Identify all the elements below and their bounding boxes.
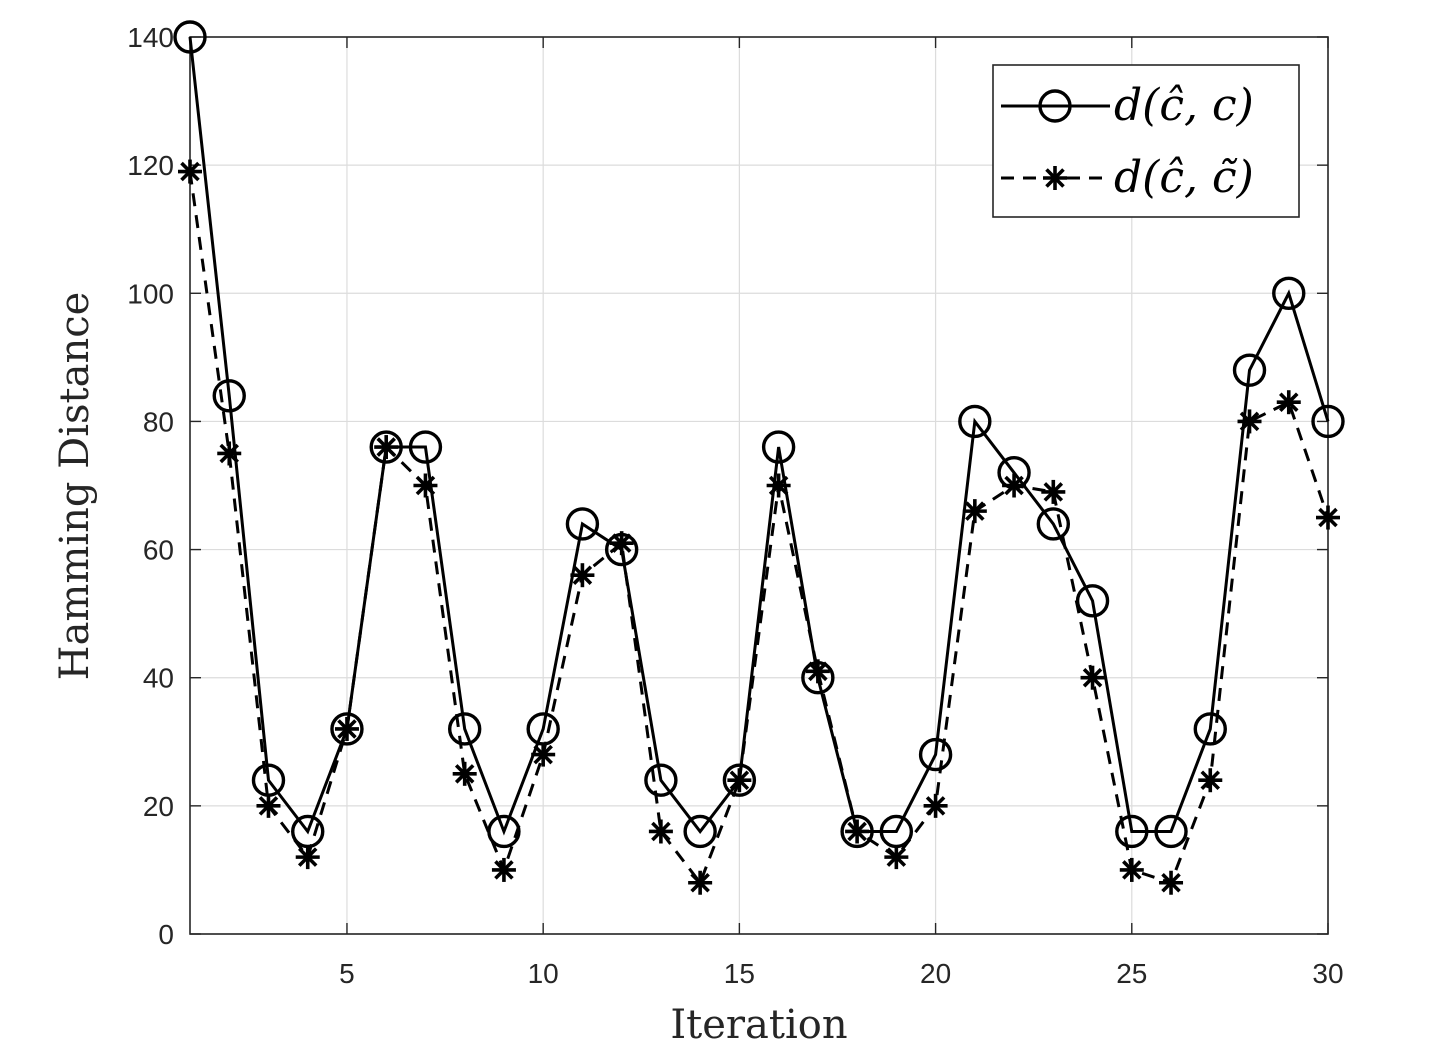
y-tick-label: 0 — [158, 919, 174, 950]
axis-ticks: 5 10 15 20 25 30 0 20 40 60 80 100 120 140 — [127, 22, 1343, 989]
series-2-point — [334, 716, 359, 741]
series-2-point — [452, 761, 477, 786]
legend-label-series-1: d(ĉ, c) — [1114, 80, 1254, 131]
series-1-point — [683, 814, 717, 849]
series-1-point — [761, 430, 796, 464]
series-2-point — [1002, 473, 1027, 498]
series-2-point — [1041, 479, 1066, 504]
y-tick-label: 60 — [143, 535, 174, 566]
series-2-point — [805, 659, 830, 684]
series-2-point — [884, 845, 909, 870]
series-1-point — [1193, 712, 1227, 746]
series-1-point — [1311, 404, 1345, 439]
series-1-point — [1115, 814, 1149, 849]
series-2-point — [845, 819, 870, 844]
y-tick-label: 100 — [127, 278, 174, 309]
series-1-point — [565, 507, 600, 541]
series-2-point — [1159, 870, 1184, 895]
series-2-point — [491, 857, 516, 882]
y-tick-label: 40 — [143, 663, 174, 694]
series-2-point — [570, 563, 595, 588]
series-2-point — [1119, 857, 1144, 882]
series-1-point — [1154, 814, 1188, 849]
series-2-point — [413, 473, 438, 498]
series-1-point — [487, 814, 521, 849]
series-2-point — [178, 159, 202, 184]
series-1-point — [447, 712, 482, 746]
series-1-point — [918, 737, 953, 772]
series-1-point — [1272, 276, 1306, 310]
series-2-line — [188, 171, 1330, 886]
y-axis-title: Hamming Distance — [52, 292, 98, 681]
plot-area — [189, 36, 1329, 935]
series-2-point — [374, 435, 399, 460]
series-2-point — [217, 441, 242, 466]
series-1-point — [958, 404, 992, 439]
series-2-point — [727, 768, 752, 793]
legend: d(ĉ, c) d(ĉ, c̃) — [992, 64, 1300, 218]
series-2-point — [648, 819, 673, 844]
series-1-point — [722, 763, 757, 797]
y-tick-label: 140 — [127, 22, 174, 53]
legend-asterisk-glyph — [1043, 166, 1067, 190]
series-1-point — [644, 763, 678, 797]
series-2-point — [295, 845, 320, 870]
series-group — [173, 20, 1345, 895]
series-2-point — [962, 499, 987, 524]
x-tick-label: 5 — [339, 958, 355, 989]
series-1-point — [369, 430, 403, 464]
legend-box — [992, 64, 1300, 218]
series-2-point — [1316, 505, 1340, 530]
y-tick-label: 20 — [143, 791, 174, 822]
x-tick-label: 30 — [1312, 958, 1343, 989]
series-1-point — [1232, 353, 1267, 387]
series-2-point — [609, 531, 634, 556]
series-2-point — [1276, 390, 1301, 415]
x-axis-title: Iteration — [670, 1002, 847, 1048]
series-2-point — [1080, 665, 1105, 690]
legend-asterisk-marker — [1043, 166, 1067, 190]
series-1-point — [840, 814, 874, 849]
series-2-point — [766, 473, 791, 498]
x-tick-label: 25 — [1116, 958, 1147, 989]
legend-circle-marker — [1038, 89, 1072, 123]
series-1-point — [330, 712, 364, 746]
series-1-line — [188, 36, 1330, 836]
series-1-point — [1075, 584, 1110, 618]
series-2-point — [1237, 409, 1262, 434]
y-tick-label: 120 — [127, 150, 174, 181]
series-1-point — [212, 379, 246, 413]
series-2-point — [688, 870, 713, 895]
x-tick-label: 15 — [724, 958, 755, 989]
series-1-point — [1036, 507, 1071, 541]
series-2-point — [1198, 768, 1223, 793]
legend-label-series-2: d(ĉ, c̃) — [1114, 152, 1254, 203]
series-2-point — [923, 793, 948, 818]
series-2-point — [531, 742, 556, 767]
x-tick-label: 20 — [920, 958, 951, 989]
x-tick-label: 10 — [528, 958, 559, 989]
series-1-point — [408, 430, 443, 464]
series-1-point — [173, 20, 207, 54]
y-tick-label: 80 — [143, 406, 174, 437]
series-2-point — [256, 793, 281, 818]
